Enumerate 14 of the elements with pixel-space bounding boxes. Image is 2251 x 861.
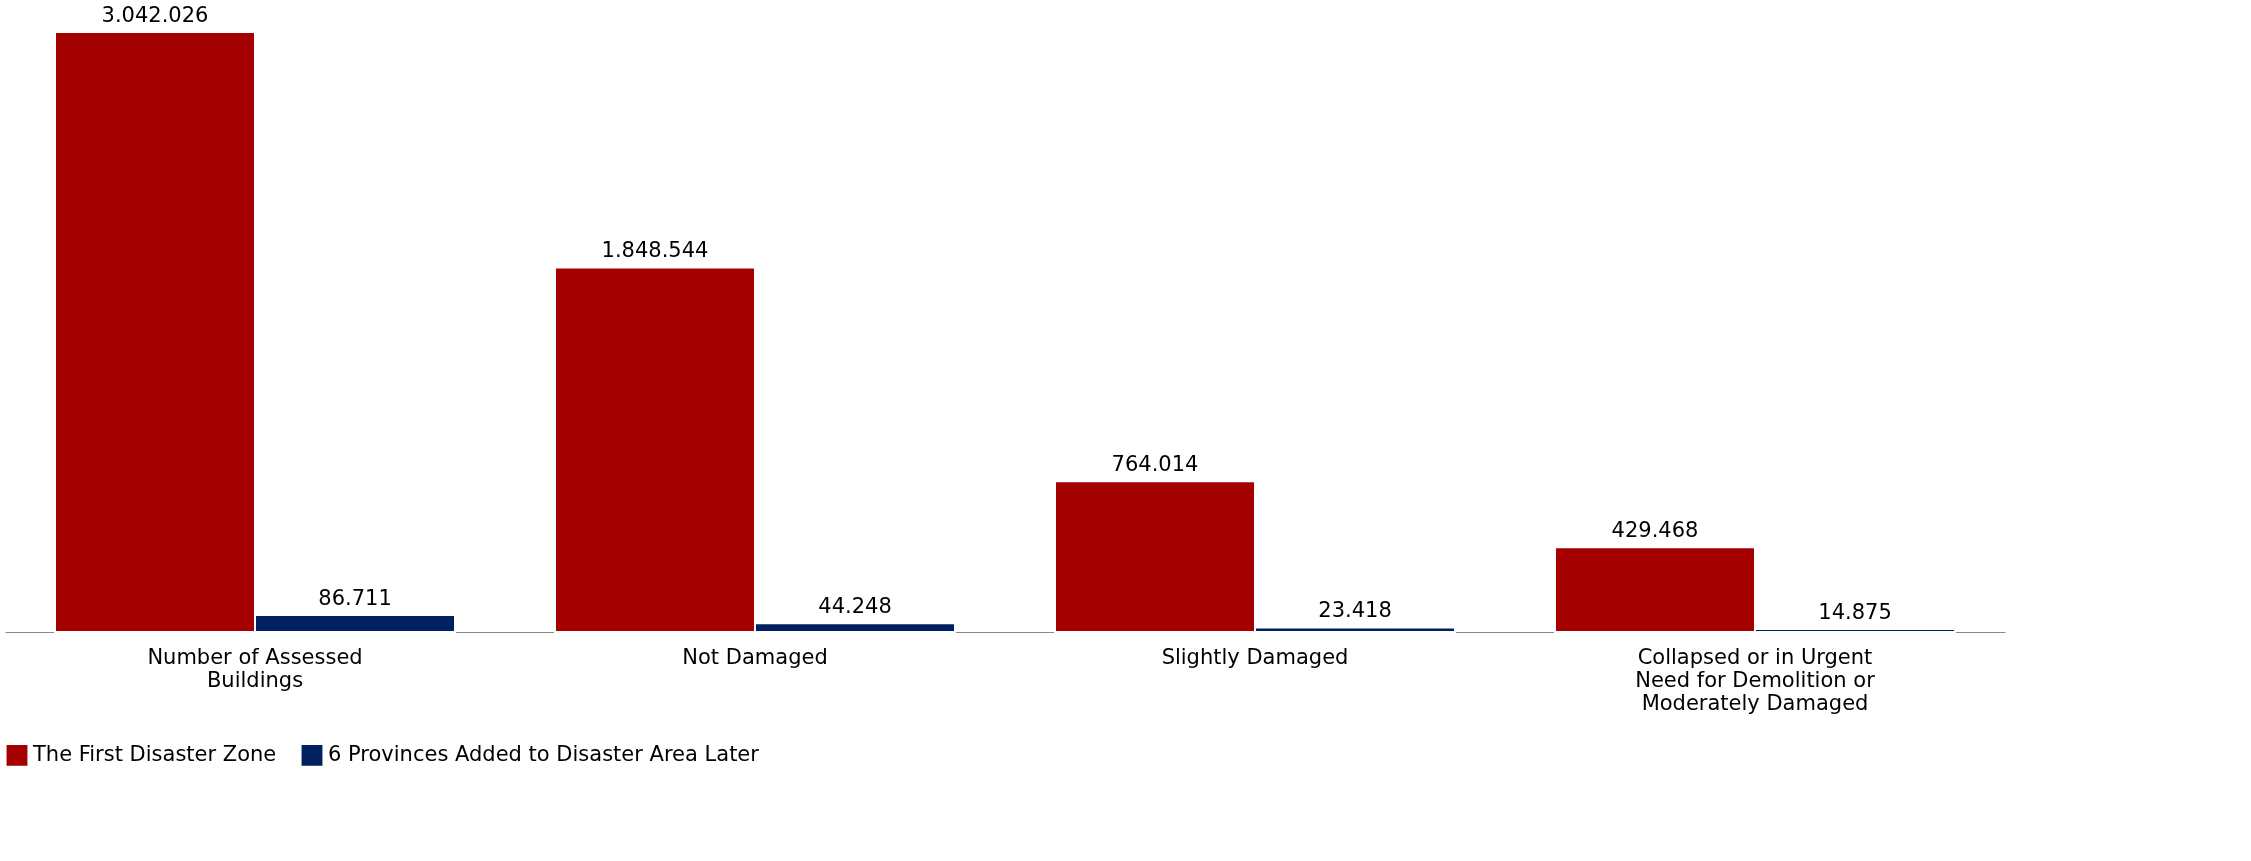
data-label: 1.848.544 — [601, 238, 709, 263]
data-label: 44.248 — [818, 594, 892, 619]
x-tick-label: Not Damaged — [682, 644, 828, 669]
data-label: 23.418 — [1318, 598, 1392, 623]
x-tick-label: Slightly Damaged — [1161, 644, 1349, 669]
data-label: 429.468 — [1611, 518, 1699, 543]
data-label: 764.014 — [1111, 452, 1199, 477]
data-label: 3.042.026 — [101, 3, 209, 27]
x-tick-label: Number of Assessed Buildings — [147, 644, 363, 692]
x-tick-label: Collapsed or in Urgent Need for Demolition or Moderately Damaged — [1635, 644, 1876, 715]
legend-label: 6 Provinces Added to Disaster Area Later — [328, 742, 760, 767]
legend-label: The First Disaster Zone — [32, 742, 277, 767]
data-label: 86.711 — [318, 585, 392, 610]
data-label: 14.875 — [1818, 600, 1892, 625]
